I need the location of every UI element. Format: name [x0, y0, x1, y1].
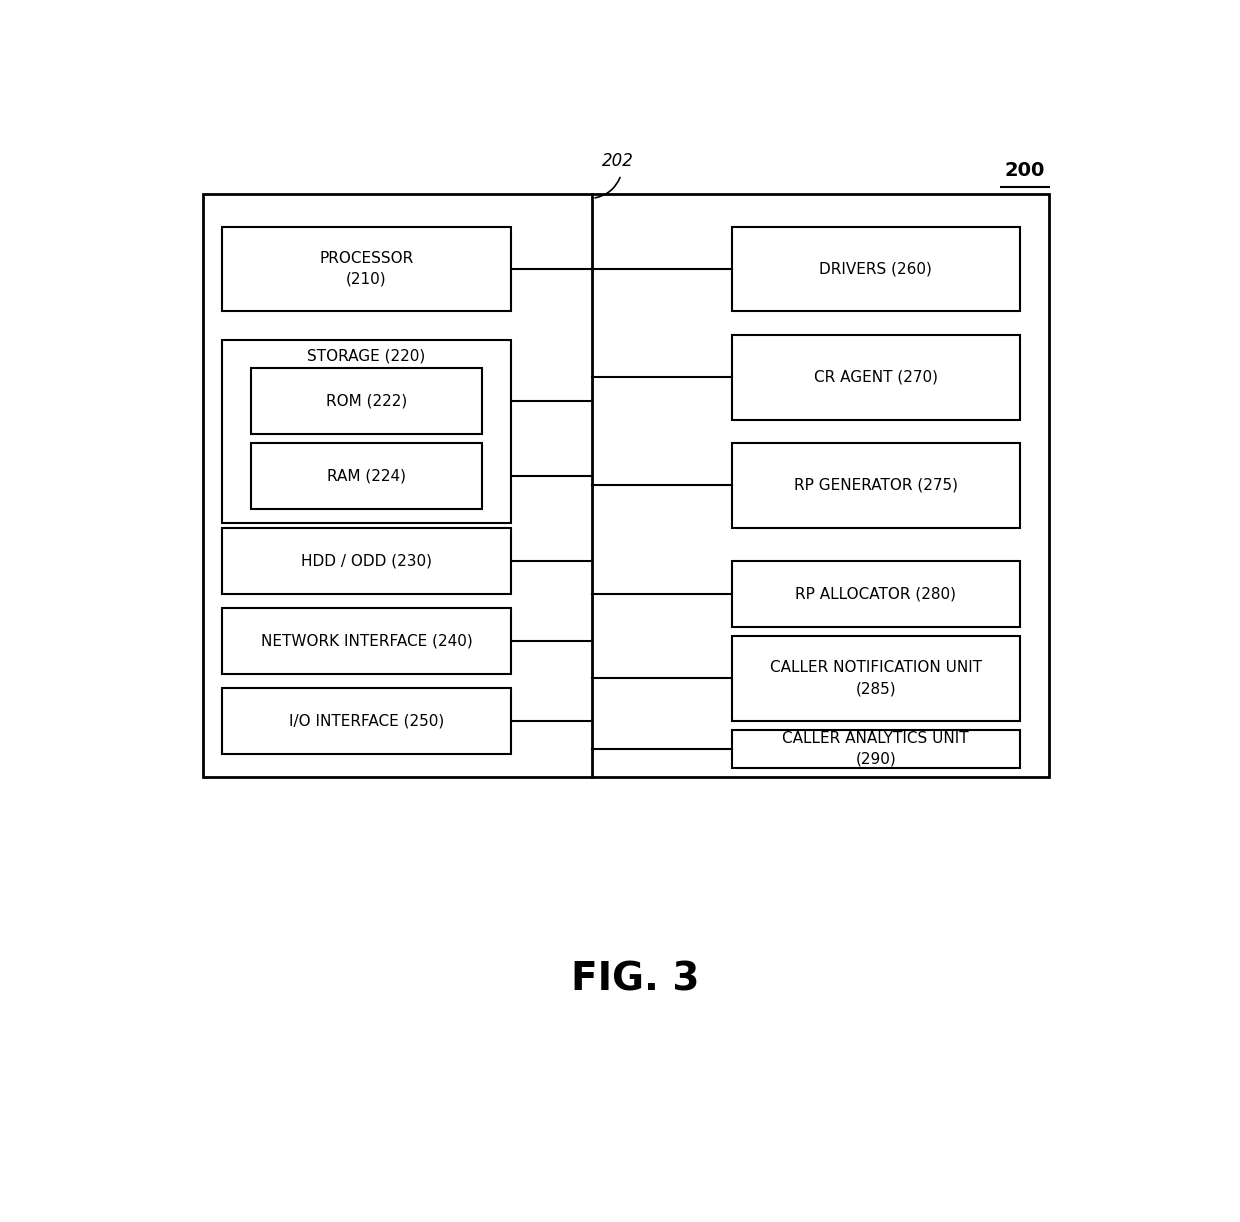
Text: RP ALLOCATOR (280): RP ALLOCATOR (280) [795, 587, 956, 601]
Bar [732, 335, 1019, 419]
Text: CR AGENT (270): CR AGENT (270) [813, 370, 937, 385]
Text: DRIVERS (260): DRIVERS (260) [820, 262, 932, 276]
Bar [732, 730, 1019, 767]
Text: RP GENERATOR (275): RP GENERATOR (275) [794, 478, 957, 492]
Bar [222, 688, 511, 754]
Text: STORAGE (220): STORAGE (220) [308, 349, 425, 364]
Text: CALLER NOTIFICATION UNIT
(285): CALLER NOTIFICATION UNIT (285) [770, 660, 982, 697]
Bar [250, 368, 481, 434]
Bar [732, 444, 1019, 528]
Text: FIG. 3: FIG. 3 [572, 960, 699, 998]
Text: NETWORK INTERFACE (240): NETWORK INTERFACE (240) [260, 633, 472, 648]
Text: CALLER ANALYTICS UNIT
(290): CALLER ANALYTICS UNIT (290) [782, 731, 970, 767]
Text: 202: 202 [601, 153, 634, 170]
Text: 200: 200 [1004, 160, 1045, 180]
Text: I/O INTERFACE (250): I/O INTERFACE (250) [289, 714, 444, 728]
Bar [203, 194, 1049, 777]
Bar [222, 607, 511, 673]
Text: ROM (222): ROM (222) [326, 393, 407, 408]
Text: HDD / ODD (230): HDD / ODD (230) [301, 554, 432, 568]
Bar [222, 340, 511, 523]
Bar [732, 561, 1019, 627]
Bar [222, 528, 511, 594]
Bar [250, 444, 481, 508]
Text: RAM (224): RAM (224) [327, 468, 405, 484]
Bar [732, 635, 1019, 721]
Bar [222, 226, 511, 312]
Bar [732, 226, 1019, 312]
Text: PROCESSOR
(210): PROCESSOR (210) [319, 251, 414, 287]
